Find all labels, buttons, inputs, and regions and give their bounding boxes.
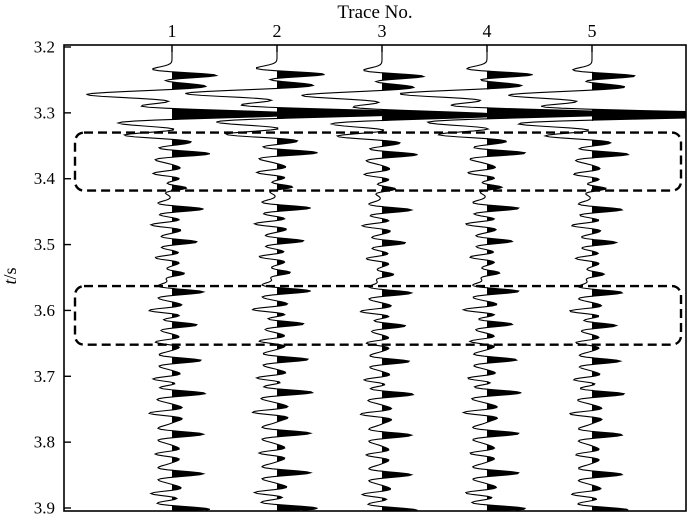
axis-ticks-layer <box>64 45 593 509</box>
trace-number-label: 1 <box>168 21 177 41</box>
wiggle-line-trace-3 <box>301 45 506 511</box>
highlight-boxes-layer <box>73 131 683 346</box>
y-axis-label-unit: /s <box>0 267 20 279</box>
y-tick-label: 3.5 <box>34 235 55 254</box>
y-tick-label: 3.7 <box>34 367 56 386</box>
wiggle-line-trace-5 <box>508 45 686 511</box>
y-axis-label: t/s <box>0 267 20 284</box>
wiggle-fill-trace-5 <box>592 45 686 511</box>
highlight-box-1 <box>73 131 683 192</box>
y-tick-label: 3.8 <box>34 433 55 452</box>
wiggle-line-trace-2 <box>185 45 425 511</box>
y-axis-label-variable: t <box>0 279 20 285</box>
axis-labels-layer: 3.2 3.3 3.4 3.5 3.6 3.7 3.8 3.9 1 2 3 4 5 <box>34 21 597 518</box>
highlight-box-2 <box>73 284 683 346</box>
trace-number-label: 5 <box>588 21 597 41</box>
trace-number-label: 3 <box>378 21 387 41</box>
chart-title: Trace No. <box>337 2 412 23</box>
y-tick-label: 3.2 <box>34 38 55 57</box>
y-tick-label: 3.3 <box>34 103 55 122</box>
wiggle-line-trace-1 <box>86 45 304 511</box>
y-tick-label: 3.4 <box>34 169 56 188</box>
trace-number-label: 4 <box>483 21 492 41</box>
wiggle-line-trace-4 <box>399 45 632 511</box>
plot-border <box>63 44 687 512</box>
y-tick-label: 3.6 <box>34 301 55 320</box>
y-tick-label: 3.9 <box>34 499 55 518</box>
wiggle-traces-layer <box>86 45 686 511</box>
trace-number-label: 2 <box>273 21 282 41</box>
